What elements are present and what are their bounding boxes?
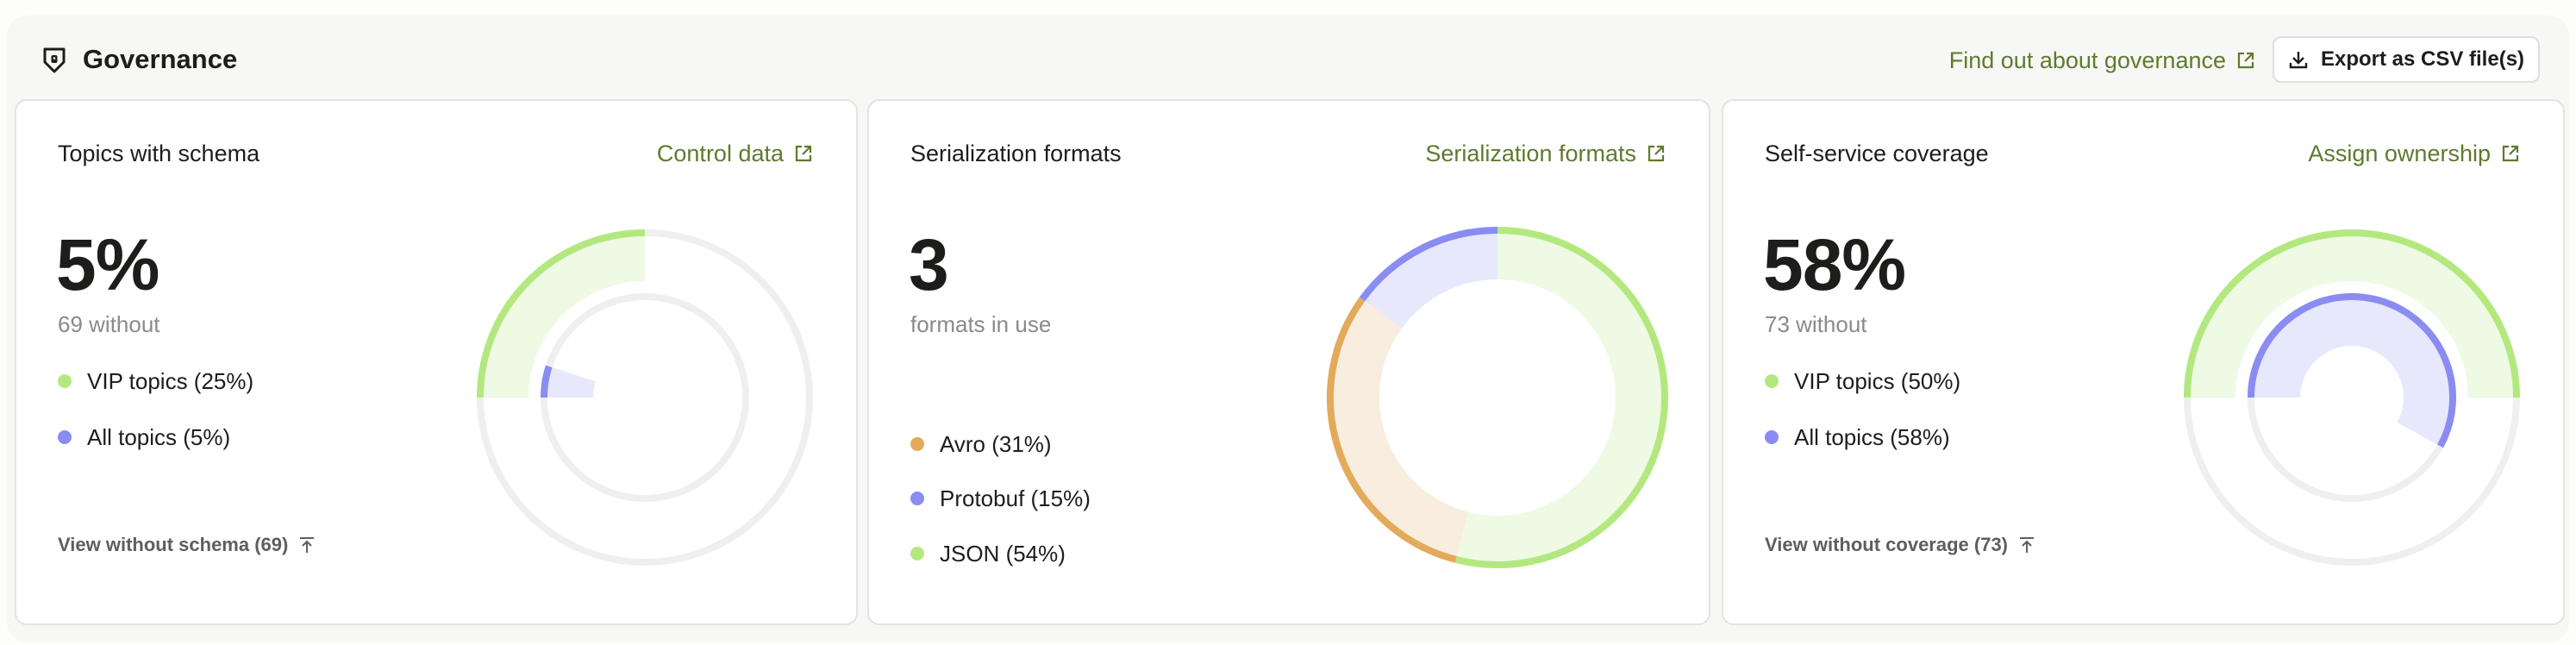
legend-label: Protobuf (15%) — [940, 485, 1091, 511]
coverage-gauge-chart — [2184, 229, 2520, 566]
external-link-icon — [2502, 145, 2519, 162]
metric-subtext: formats in use — [910, 311, 1052, 337]
legend-dot — [58, 374, 72, 388]
link-label: Assign ownership — [2308, 141, 2491, 166]
external-link-icon — [795, 145, 812, 162]
link-label: Serialization formats — [1425, 141, 1636, 166]
legend-dot — [58, 430, 72, 444]
vip-topics-arc — [2184, 229, 2520, 398]
export-csv-button[interactable]: Export as CSV file(s) — [2273, 36, 2540, 83]
schema-gauge-chart — [477, 229, 813, 566]
legend-item-vip: VIP topics (25%) — [58, 366, 253, 396]
find-out-about-governance-link[interactable]: Find out about governance — [1949, 43, 2255, 78]
card-topics-with-schema: Topics with schema Control data 5% 69 wi… — [15, 99, 858, 625]
export-label: Export as CSV file(s) — [2320, 47, 2525, 71]
download-icon — [2289, 52, 2308, 69]
legend-item-json: JSON (54%) — [910, 539, 1066, 568]
vip-topics-sector — [2184, 229, 2520, 398]
vip-topics-arc — [477, 229, 646, 398]
slice-arc-avro — [1327, 297, 1457, 563]
view-without-schema-link[interactable]: View without schema (69) — [58, 532, 316, 558]
card-title: Self-service coverage — [1765, 141, 1989, 166]
slice-json — [1454, 227, 1668, 568]
legend-item-avro: Avro (31%) — [910, 429, 1052, 459]
card-title: Serialization formats — [910, 141, 1122, 166]
slice-arc-json — [1454, 227, 1668, 568]
legend-dot — [910, 547, 924, 560]
legend-dot — [1765, 374, 1779, 388]
legend-dot — [1765, 430, 1779, 444]
arrow-up-to-line-icon — [300, 537, 315, 553]
shield-lock-icon — [43, 47, 66, 73]
view-without-coverage-link[interactable]: View without coverage (73) — [1765, 532, 2035, 558]
legend-label: JSON (54%) — [940, 541, 1066, 567]
bottom-link-label: View without coverage (73) — [1765, 534, 2009, 555]
metric-value: 58% — [1763, 224, 1906, 305]
legend-label: All topics (5%) — [87, 424, 231, 450]
vip-topics-sector — [477, 229, 645, 398]
card-self-service-coverage: Self-service coverage Assign ownership 5… — [1722, 99, 2565, 625]
all-topics-sector — [541, 365, 596, 398]
metric-subtext: 69 without — [58, 311, 160, 337]
metric-value: 3 — [909, 224, 949, 305]
metric-subtext: 73 without — [1765, 311, 1867, 337]
legend-item-protobuf: Protobuf (15%) — [910, 484, 1091, 513]
page-title: Governance — [83, 44, 238, 74]
all-topics-arc — [2248, 293, 2456, 448]
legend-label: All topics (58%) — [1794, 424, 1950, 450]
all-topics-sector — [2248, 292, 2456, 448]
legend-label: VIP topics (25%) — [87, 368, 254, 394]
slice-arc-protobuf — [1359, 227, 1498, 302]
formats-donut-chart — [1327, 227, 1668, 568]
serialization-formats-link[interactable]: Serialization formats — [1425, 139, 1666, 168]
control-data-link[interactable]: Control data — [657, 139, 813, 168]
slice-protobuf — [1359, 227, 1497, 329]
card-title: Topics with schema — [58, 141, 260, 166]
card-serialization-formats: Serialization formats Serialization form… — [867, 99, 1710, 625]
find-out-link-label: Find out about governance — [1948, 47, 2226, 73]
external-link-icon — [2237, 52, 2254, 69]
legend-dot — [910, 492, 924, 505]
bottom-link-label: View without schema (69) — [58, 534, 289, 555]
legend-item-all: All topics (58%) — [1765, 423, 1950, 452]
slice-avro — [1327, 297, 1468, 563]
legend-item-vip: VIP topics (50%) — [1765, 366, 1960, 396]
legend-item-all: All topics (5%) — [58, 423, 230, 452]
external-link-icon — [1648, 145, 1665, 162]
metric-value: 5% — [56, 224, 159, 305]
all-topics-arc — [541, 365, 553, 398]
assign-ownership-link[interactable]: Assign ownership — [2308, 139, 2520, 168]
legend-dot — [910, 437, 924, 451]
link-label: Control data — [656, 141, 784, 166]
arrow-up-to-line-icon — [2020, 537, 2035, 553]
legend-label: VIP topics (50%) — [1794, 368, 1961, 394]
legend-label: Avro (31%) — [940, 431, 1052, 457]
